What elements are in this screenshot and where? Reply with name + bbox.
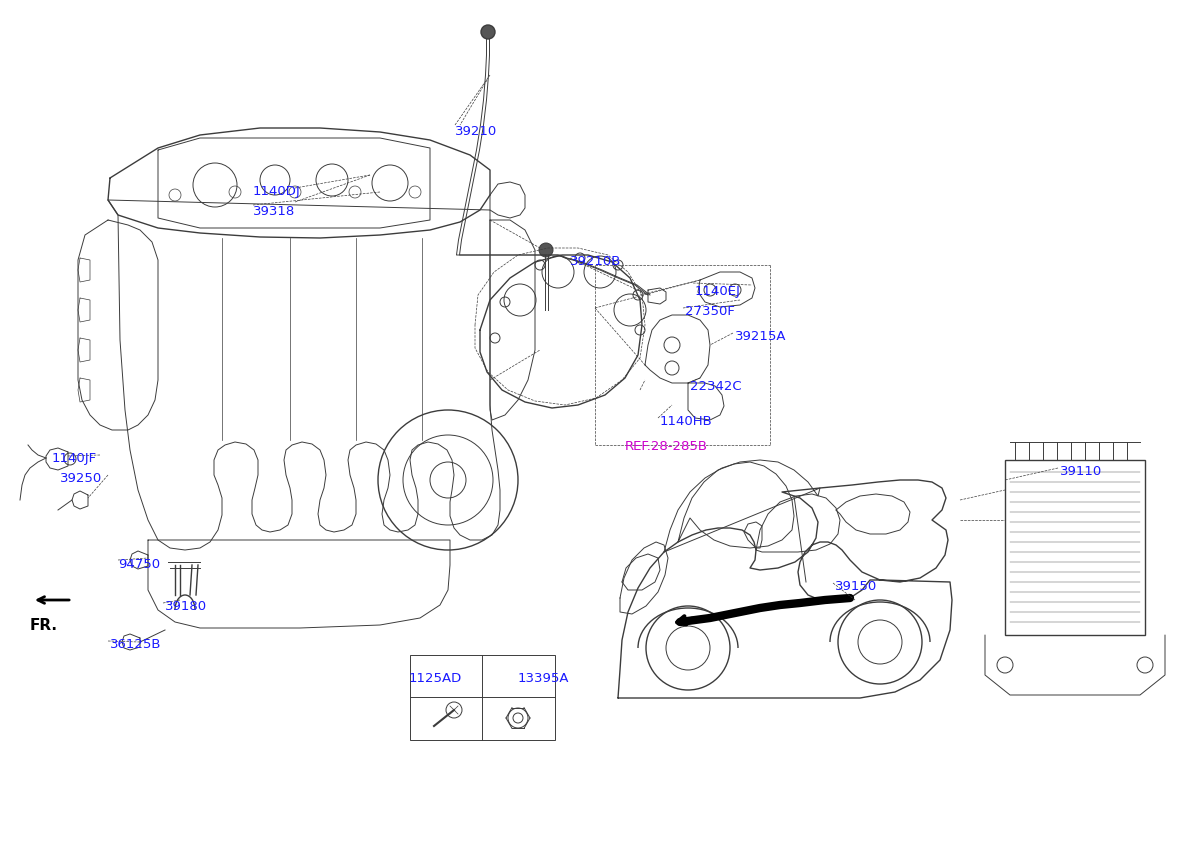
Text: 27350F: 27350F <box>685 305 735 318</box>
Circle shape <box>539 243 553 257</box>
Text: 39318: 39318 <box>253 205 295 218</box>
Text: 39150: 39150 <box>835 580 877 593</box>
Text: 39215A: 39215A <box>735 330 786 343</box>
Text: 1140DJ: 1140DJ <box>253 185 301 198</box>
Text: 94750: 94750 <box>118 558 161 571</box>
Text: 36125B: 36125B <box>111 638 162 651</box>
Text: 39110: 39110 <box>1061 465 1102 478</box>
Text: 39250: 39250 <box>59 472 102 485</box>
Bar <box>1005 460 1145 635</box>
Text: 1140HB: 1140HB <box>660 415 712 428</box>
Text: 39210B: 39210B <box>570 255 622 268</box>
Circle shape <box>482 25 495 39</box>
Text: 1140EJ: 1140EJ <box>696 285 741 298</box>
Text: 13395A: 13395A <box>517 672 568 685</box>
Text: 1125AD: 1125AD <box>408 672 461 685</box>
Text: FR.: FR. <box>30 618 58 633</box>
Text: REF.28-285B: REF.28-285B <box>625 440 707 453</box>
Text: 39210: 39210 <box>455 125 497 138</box>
Text: 39180: 39180 <box>165 600 207 613</box>
Bar <box>410 655 555 740</box>
Text: 1140JF: 1140JF <box>52 452 97 465</box>
Text: 22342C: 22342C <box>690 380 742 393</box>
